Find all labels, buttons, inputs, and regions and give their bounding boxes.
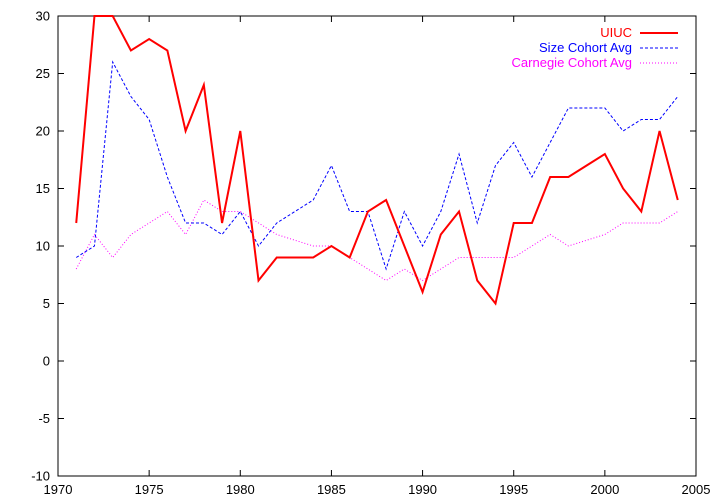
y-tick-label: -5 — [38, 411, 50, 426]
plot-frame — [57, 15, 697, 477]
y-tick-label: 30 — [36, 9, 50, 24]
series-layer — [75, 15, 679, 306]
y-tick-label: 15 — [36, 181, 50, 196]
x-tick-label: 2005 — [682, 482, 711, 497]
y-tick-label: 20 — [36, 124, 50, 139]
y-tick-label: -10 — [31, 469, 50, 484]
series-line-carnegie-cohort-avg — [75, 199, 679, 282]
x-tick-label: 1985 — [317, 482, 346, 497]
x-axis: 1970 1975 1980 1985 1990 1995 2000 2005 — [44, 16, 711, 497]
y-tick-label: 5 — [43, 296, 50, 311]
x-tick-label: 1980 — [226, 482, 255, 497]
x-tick-label: 1990 — [408, 482, 437, 497]
y-axis: -10 -5 0 5 10 15 20 25 30 — [31, 9, 696, 484]
legend-label: Carnegie Cohort Avg — [512, 55, 632, 70]
y-tick-label: 25 — [36, 66, 50, 81]
legend-label: Size Cohort Avg — [539, 40, 632, 55]
x-tick-label: 2000 — [590, 482, 619, 497]
y-tick-label: 10 — [36, 239, 50, 254]
y-tick-label: 0 — [43, 354, 50, 369]
x-tick-label: 1975 — [135, 482, 164, 497]
series-line-uiuc — [75, 15, 679, 306]
x-tick-label: 1995 — [499, 482, 528, 497]
x-tick-label: 1970 — [44, 482, 73, 497]
legend-label: UIUC — [600, 25, 632, 40]
series-line-size-cohort-avg — [75, 60, 679, 271]
